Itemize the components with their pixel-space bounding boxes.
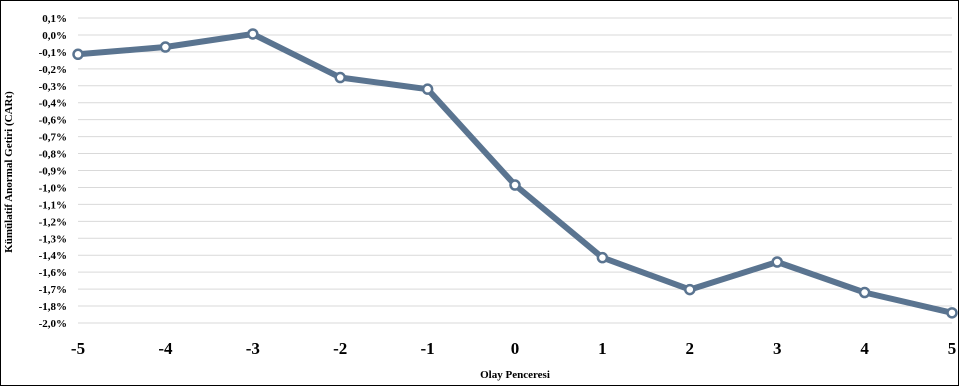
y-tick-label: -1,0% bbox=[39, 182, 67, 194]
data-point bbox=[72, 48, 84, 61]
x-axis-ticks: -5 -4 -3 -2 -1 0 1 2 3 4 5 bbox=[71, 339, 956, 358]
data-point bbox=[684, 283, 696, 296]
data-point bbox=[509, 179, 521, 191]
series-layer bbox=[72, 28, 958, 319]
y-tick-label: -0,4% bbox=[39, 98, 67, 110]
data-point bbox=[334, 71, 346, 84]
data-point bbox=[858, 286, 871, 299]
x-tick-label: -3 bbox=[246, 339, 260, 358]
series-line bbox=[75, 31, 955, 316]
y-tick-label: -1,1% bbox=[39, 199, 67, 211]
data-point bbox=[596, 251, 609, 264]
y-tick-label: -2,0% bbox=[39, 318, 67, 330]
y-tick-label: 0,0% bbox=[42, 30, 67, 42]
x-tick-label: -4 bbox=[158, 339, 173, 358]
y-tick-label: -0,7% bbox=[39, 132, 67, 144]
y-tick-label: -1,6% bbox=[39, 267, 67, 279]
y-tick-label: -1,8% bbox=[39, 301, 67, 313]
x-axis-title: Olay Penceresi bbox=[480, 369, 550, 381]
x-tick-label: -5 bbox=[71, 339, 85, 358]
y-tick-label: -1,3% bbox=[39, 233, 67, 245]
data-point bbox=[159, 41, 172, 53]
data-point bbox=[421, 83, 434, 95]
x-tick-label: 0 bbox=[511, 339, 520, 358]
y-axis-title: Kümülatif Anormal Getiri (CARt) bbox=[3, 91, 15, 253]
y-tick-label: 0,1% bbox=[42, 13, 67, 25]
y-tick-label: -0,9% bbox=[39, 166, 67, 178]
x-tick-label: 3 bbox=[773, 339, 782, 358]
x-tick-label: 1 bbox=[598, 339, 607, 358]
y-tick-label: -0,6% bbox=[39, 115, 67, 127]
y-tick-label: -1,2% bbox=[39, 216, 67, 228]
x-tick-label: 4 bbox=[860, 339, 869, 358]
y-tick-label: -0,2% bbox=[39, 64, 67, 76]
y-tick-label: -0,8% bbox=[39, 149, 67, 161]
y-axis-ticks: 0,1% 0,0% -0,1% -0,2% -0,3% -0,4% -0,6% -0,7% -0… bbox=[39, 13, 67, 330]
y-tick-label: -1,7% bbox=[39, 284, 67, 296]
x-tick-label: -1 bbox=[421, 339, 435, 358]
x-tick-label: 5 bbox=[948, 339, 957, 358]
x-tick-label: 2 bbox=[686, 339, 695, 358]
gridlines bbox=[78, 17, 952, 324]
x-tick-label: -2 bbox=[333, 339, 347, 358]
data-point bbox=[247, 28, 259, 40]
y-tick-label: -0,1% bbox=[39, 47, 67, 59]
data-point bbox=[946, 307, 958, 319]
y-tick-label: -0,3% bbox=[39, 81, 67, 93]
y-tick-label: -1,4% bbox=[39, 250, 67, 262]
data-point bbox=[771, 256, 783, 268]
